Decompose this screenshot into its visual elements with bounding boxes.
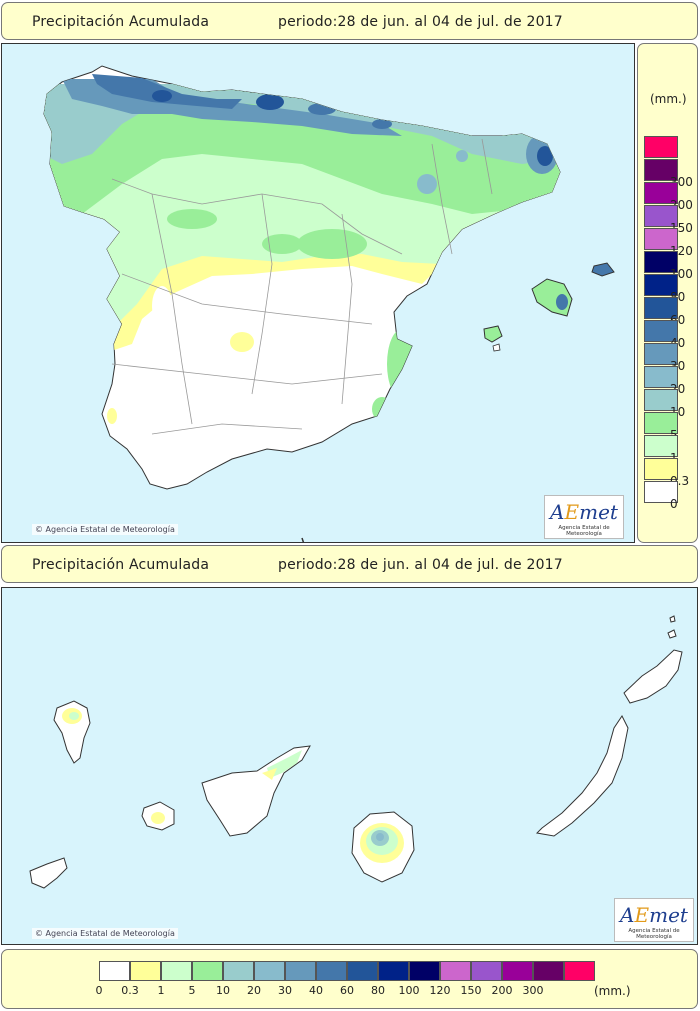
legend-swatch: [316, 961, 347, 981]
map-title: Precipitación Acumulada: [32, 14, 210, 30]
legend-swatch: [440, 961, 471, 981]
map-canarias-svg: [29, 615, 683, 889]
legend-swatch: [409, 961, 440, 981]
legend-label: 0: [95, 984, 103, 997]
legend-swatch: [644, 412, 678, 434]
map-title: Precipitación Acumulada: [32, 557, 210, 573]
legend-swatch: [644, 159, 678, 181]
legend-unit: (mm.): [650, 92, 687, 106]
legend-swatch: [644, 182, 678, 204]
legend-unit: (mm.): [594, 984, 631, 998]
legend-swatch: [502, 961, 533, 981]
legend-label: 40: [309, 984, 323, 997]
title-bar-peninsula: Precipitación Acumulada periodo:28 de ju…: [1, 2, 698, 40]
logo-text: AEmet: [550, 500, 618, 524]
legend-label: 150: [460, 984, 482, 997]
legend-label: 0: [670, 497, 678, 511]
legend-swatch: [644, 435, 678, 457]
logo-subtitle: Agencia Estatal de Meteorología: [628, 928, 680, 940]
legend-swatch: [644, 366, 678, 388]
legend-label: 5: [188, 984, 196, 997]
legend-label: 1: [157, 984, 165, 997]
legend-label: 0.3: [121, 984, 139, 997]
legend-swatch: [644, 343, 678, 365]
legend-swatch: [471, 961, 502, 981]
legend-label: 30: [278, 984, 292, 997]
island-el-hierro: [29, 857, 68, 889]
map-period: periodo:28 de jun. al 04 de jul. de 2017: [278, 557, 563, 573]
aemet-logo: AEmet Agencia Estatal de Meteorología: [544, 495, 624, 539]
copyright-note: © Agencia Estatal de Meteorología: [32, 524, 178, 535]
map-peninsula-svg: [43, 65, 615, 542]
legend-swatch: [644, 228, 678, 250]
legend-swatch: [378, 961, 409, 981]
legend-label: 300: [522, 984, 544, 997]
legend-swatch: [161, 961, 192, 981]
legend-swatch: [192, 961, 223, 981]
legend-label: 120: [429, 984, 451, 997]
logo-text: AEmet: [620, 903, 688, 927]
island-fuerteventura: [535, 715, 629, 837]
legend-swatch: [130, 961, 161, 981]
legend-label: 10: [216, 984, 230, 997]
island-lanzarote: [623, 649, 683, 704]
aemet-logo: AEmet Agencia Estatal de Meteorología: [614, 898, 694, 942]
legend-swatch: [644, 320, 678, 342]
legend-swatch: [644, 205, 678, 227]
legend-swatch: [223, 961, 254, 981]
legend-swatch: [644, 136, 678, 158]
legend-swatch: [254, 961, 285, 981]
legend-label: 60: [340, 984, 354, 997]
legend-swatch: [644, 389, 678, 411]
legend-swatch: [644, 274, 678, 296]
map-period: periodo:28 de jun. al 04 de jul. de 2017: [278, 14, 563, 30]
legend-swatch: [347, 961, 378, 981]
title-bar-canarias: Precipitación Acumulada periodo:28 de ju…: [1, 545, 698, 583]
legend-vertical: (mm.) 300200150120100806040302010510.30: [637, 43, 698, 543]
legend-swatch: [644, 297, 678, 319]
legend-swatch: [285, 961, 316, 981]
legend-label: 100: [398, 984, 420, 997]
legend-swatch: [644, 481, 678, 503]
copyright-note: © Agencia Estatal de Meteorología: [32, 928, 178, 939]
legend-swatch: [644, 251, 678, 273]
legend-swatch: [99, 961, 130, 981]
legend-swatch: [644, 458, 678, 480]
legend-label: 80: [371, 984, 385, 997]
legend-horizontal: 0 0.3 1 5 10 20 30 40 60 80 100 120 150 200 300 (mm.): [1, 949, 698, 1009]
legend-swatch: [564, 961, 595, 981]
map-peninsula-baleares: © Agencia Estatal de Meteorología AEmet …: [1, 43, 635, 543]
legend-label: 20: [247, 984, 261, 997]
map-canarias: © Agencia Estatal de Meteorología AEmet …: [1, 587, 698, 945]
logo-subtitle: Agencia Estatal de Meteorología: [558, 525, 610, 537]
legend-label: 200: [491, 984, 513, 997]
legend-swatch: [533, 961, 564, 981]
